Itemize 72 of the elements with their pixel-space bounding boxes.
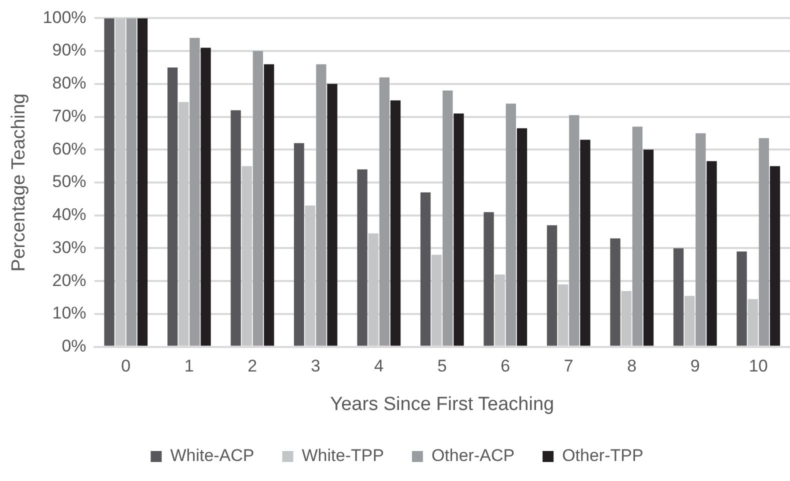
bar (748, 299, 758, 346)
bar (558, 284, 568, 346)
bar (305, 206, 316, 346)
bar (580, 140, 590, 346)
bar (673, 248, 684, 346)
bar (758, 138, 769, 346)
x-tick-label: 6 (500, 356, 510, 376)
bar (167, 67, 178, 346)
bar (126, 18, 137, 346)
bar (454, 113, 464, 346)
bar (696, 133, 706, 346)
bar (316, 64, 326, 346)
y-tick-label: 0% (62, 336, 86, 356)
y-tick-label: 50% (52, 172, 86, 192)
bar (242, 166, 252, 346)
bar (632, 126, 643, 346)
bar (327, 84, 338, 346)
bar (178, 102, 189, 346)
bar (264, 64, 274, 346)
x-axis-title: Years Since First Teaching (330, 394, 554, 415)
y-tick-label: 60% (52, 139, 86, 158)
bar (770, 166, 780, 346)
y-tick-label: 90% (52, 40, 86, 60)
bar (569, 115, 580, 346)
bar (494, 274, 505, 346)
bar (137, 18, 148, 346)
y-tick-label: 10% (52, 304, 86, 323)
bar (115, 18, 126, 346)
x-tick-label: 9 (690, 356, 700, 376)
y-tick-label: 40% (52, 205, 86, 224)
y-tick-label: 70% (52, 106, 86, 126)
legend-label: Other-TPP (562, 446, 644, 466)
x-tick-label: 4 (374, 356, 384, 376)
x-tick-label: 3 (310, 356, 320, 376)
x-tick-label: 1 (184, 356, 194, 376)
bar (610, 238, 620, 346)
legend-label: White-ACP (170, 446, 254, 466)
bar (420, 192, 431, 346)
y-axis-title: Percentage Teaching (8, 93, 30, 272)
bar (643, 150, 654, 346)
bar (104, 18, 114, 346)
bar (357, 169, 368, 346)
bar (516, 128, 528, 346)
bar (252, 51, 264, 346)
bar (294, 143, 304, 346)
x-tick-label: 10 (748, 356, 768, 376)
bar (432, 254, 442, 346)
bar (200, 48, 211, 346)
x-tick-label: 2 (248, 356, 258, 376)
bar (706, 161, 717, 346)
bar (190, 38, 200, 346)
y-tick-label: 100% (42, 8, 86, 27)
bar (484, 212, 494, 346)
bar (390, 100, 401, 346)
bar (684, 296, 695, 346)
bar (546, 225, 558, 346)
bar (506, 104, 516, 346)
bar (379, 77, 390, 346)
y-tick-label: 30% (52, 238, 86, 257)
legend-label: White-TPP (302, 446, 384, 466)
bar (442, 90, 453, 346)
x-tick-label: 8 (627, 356, 637, 376)
x-tick-label: 0 (121, 356, 131, 376)
x-tick-label: 5 (437, 356, 447, 376)
bar (368, 233, 378, 346)
y-tick-label: 20% (52, 270, 86, 290)
bar (736, 252, 747, 346)
legend-label: Other-ACP (431, 446, 515, 466)
bar (230, 110, 241, 346)
bar (621, 290, 632, 346)
y-tick-label: 80% (52, 74, 86, 93)
x-tick-label: 7 (564, 356, 574, 376)
